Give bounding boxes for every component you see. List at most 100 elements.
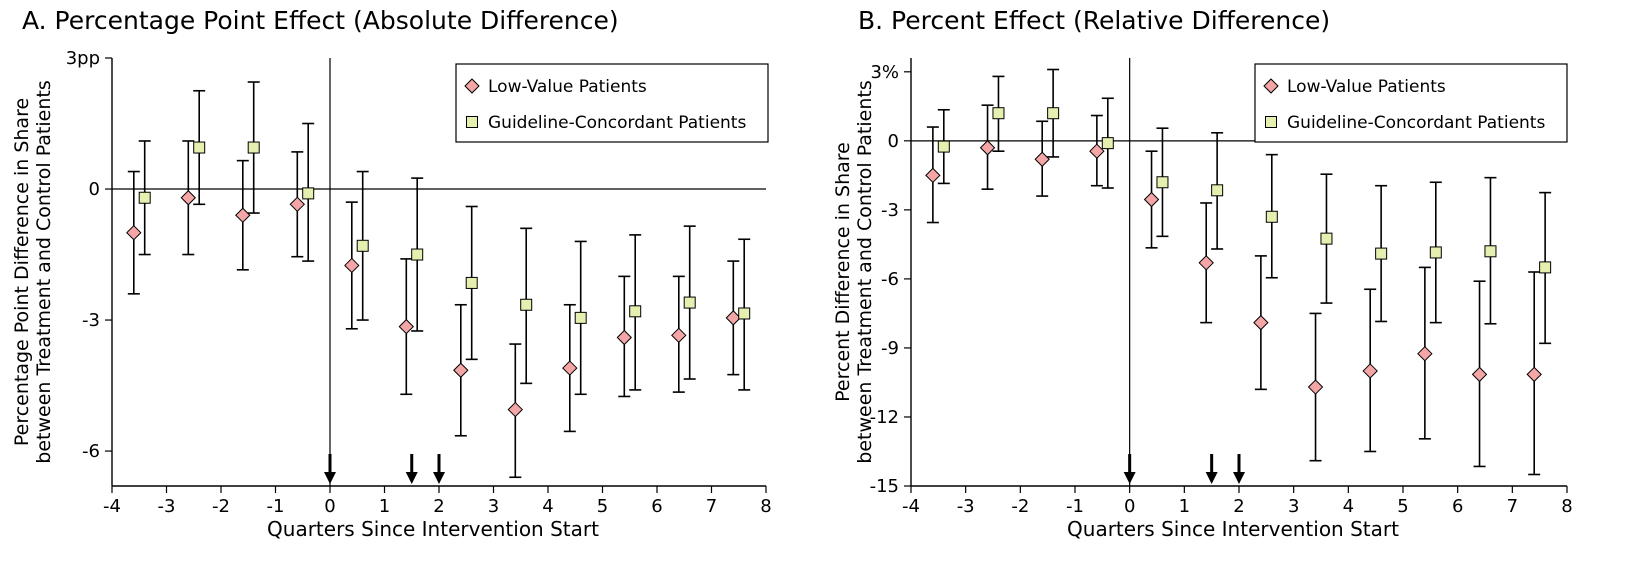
- guideline-concordant-point: [247, 141, 260, 154]
- x-tick-label: 7: [706, 496, 717, 517]
- y-tick-label: 0: [888, 131, 899, 152]
- y-tick-label: -12: [870, 407, 899, 428]
- low-value-point: [235, 207, 251, 223]
- low-value-point: [1362, 363, 1378, 379]
- x-tick-label: -4: [103, 496, 121, 517]
- x-tick-label: 2: [433, 496, 444, 517]
- x-tick-label: 3: [488, 496, 499, 517]
- low-value-point: [671, 327, 687, 344]
- guideline-concordant-point: [1101, 137, 1114, 150]
- guideline-concordant-point: [1156, 176, 1169, 189]
- x-tick-label: 5: [1397, 496, 1408, 517]
- low-value-point: [1034, 151, 1050, 167]
- x-tick-label: -3: [957, 496, 975, 517]
- x-tick-label: 1: [1179, 496, 1190, 517]
- low-value-point: [180, 190, 197, 206]
- y-tick-label: -15: [870, 476, 899, 497]
- x-tick-label: -1: [267, 496, 285, 517]
- y-axis-title-line: between Treatment and Control Patients: [854, 80, 876, 463]
- legend-box: [455, 63, 769, 143]
- low-value-point: [1089, 143, 1105, 159]
- low-value-point: [507, 401, 524, 418]
- y-tick-label: 0: [89, 179, 100, 200]
- event-arrow-head: [405, 472, 418, 484]
- y-axis-title-line: Percentage Point Difference in Share: [11, 98, 33, 446]
- x-tick-label: 0: [1124, 496, 1135, 517]
- guideline-concordant-point: [1211, 184, 1224, 197]
- x-tick-label: 3: [1288, 496, 1299, 517]
- guideline-concordant-point: [465, 276, 478, 289]
- y-tick-label: -3: [881, 200, 899, 221]
- x-axis-title: Quarters Since Intervention Start: [1067, 517, 1399, 541]
- x-tick-label: 6: [1452, 496, 1463, 517]
- x-tick-label: -1: [1066, 496, 1084, 517]
- legend-square-marker: [466, 116, 478, 128]
- guideline-concordant-point: [356, 239, 369, 252]
- y-axis-title-line: Percent Difference in Share: [832, 142, 854, 402]
- legend-diamond-marker: [1263, 78, 1279, 94]
- event-arrow-head: [1205, 472, 1218, 484]
- low-value-point: [1198, 255, 1214, 271]
- low-value-point: [979, 140, 996, 156]
- low-value-point: [398, 318, 415, 335]
- guideline-concordant-point: [138, 191, 151, 204]
- x-tick-label: 4: [542, 496, 553, 517]
- guideline-concordant-point: [738, 307, 751, 320]
- x-tick-label: -4: [902, 496, 920, 517]
- x-tick-label: 7: [1507, 496, 1518, 517]
- y-tick-label: -6: [881, 269, 899, 290]
- event-arrow-head: [1233, 472, 1245, 484]
- x-tick-label: 5: [597, 496, 608, 517]
- guideline-concordant-point: [1429, 246, 1442, 259]
- legend-label: Low-Value Patients: [1287, 77, 1446, 97]
- guideline-concordant-point: [992, 107, 1005, 120]
- legend-square-marker: [1265, 116, 1277, 128]
- x-tick-label: 8: [1561, 496, 1572, 517]
- guideline-concordant-point: [1375, 247, 1388, 260]
- low-value-point: [562, 360, 578, 376]
- x-tick-label: -2: [212, 496, 230, 517]
- x-tick-label: 2: [1233, 496, 1244, 517]
- low-value-point: [1307, 379, 1324, 395]
- low-value-point: [1471, 366, 1488, 383]
- x-tick-label: 4: [1343, 496, 1354, 517]
- guideline-concordant-point: [1047, 107, 1060, 120]
- event-arrow-head: [433, 472, 445, 484]
- guideline-concordant-point: [937, 140, 950, 153]
- guideline-concordant-point: [574, 311, 587, 324]
- low-value-point: [925, 167, 941, 184]
- legend-label: Guideline-Concordant Patients: [488, 113, 746, 133]
- panel-b-chart: -4 -3 -2 -1 0 1 2 3 4 5 6 7 8 3% 0 -3 -6 -9 -12 -15 Low-Valu…: [832, 58, 1573, 541]
- guideline-concordant-point: [629, 305, 642, 318]
- guideline-concordant-point: [683, 296, 696, 309]
- low-value-point: [1417, 345, 1433, 362]
- low-value-point: [344, 257, 360, 274]
- low-value-point: [616, 329, 633, 346]
- guideline-concordant-point: [1265, 210, 1278, 223]
- y-tick-label: -6: [82, 441, 100, 462]
- event-arrow-head: [1123, 472, 1136, 484]
- low-value-point: [725, 310, 742, 326]
- event-arrow-head: [324, 472, 336, 484]
- low-value-point: [1143, 191, 1160, 208]
- x-tick-label: 0: [324, 496, 335, 517]
- x-tick-label: -3: [158, 496, 176, 517]
- guideline-concordant-point: [1539, 261, 1552, 274]
- x-axis-title: Quarters Since Intervention Start: [267, 517, 599, 541]
- low-value-point: [1526, 366, 1542, 383]
- legend-label: Guideline-Concordant Patients: [1287, 113, 1545, 133]
- y-tick-label: -9: [881, 338, 899, 359]
- panel-a-chart: -4 -3 -2 -1 0 1 2 3 4 5 6 7 8 3pp 0 -3 -6 Low-Value Patie…: [11, 48, 772, 541]
- legend-box: [1254, 63, 1568, 143]
- panel-a-title: A. Percentage Point Effect (Absolute Dif…: [22, 6, 619, 35]
- x-tick-label: 6: [651, 496, 662, 517]
- guideline-concordant-point: [520, 298, 533, 311]
- y-axis-title-line: between Treatment and Control Patients: [33, 80, 55, 463]
- y-tick-label: 3pp: [66, 48, 100, 69]
- guideline-concordant-point: [302, 187, 315, 200]
- guideline-concordant-point: [411, 248, 424, 261]
- low-value-point: [1253, 314, 1269, 331]
- low-value-point: [289, 196, 306, 213]
- x-tick-label: 1: [379, 496, 390, 517]
- x-tick-label: 8: [760, 496, 771, 517]
